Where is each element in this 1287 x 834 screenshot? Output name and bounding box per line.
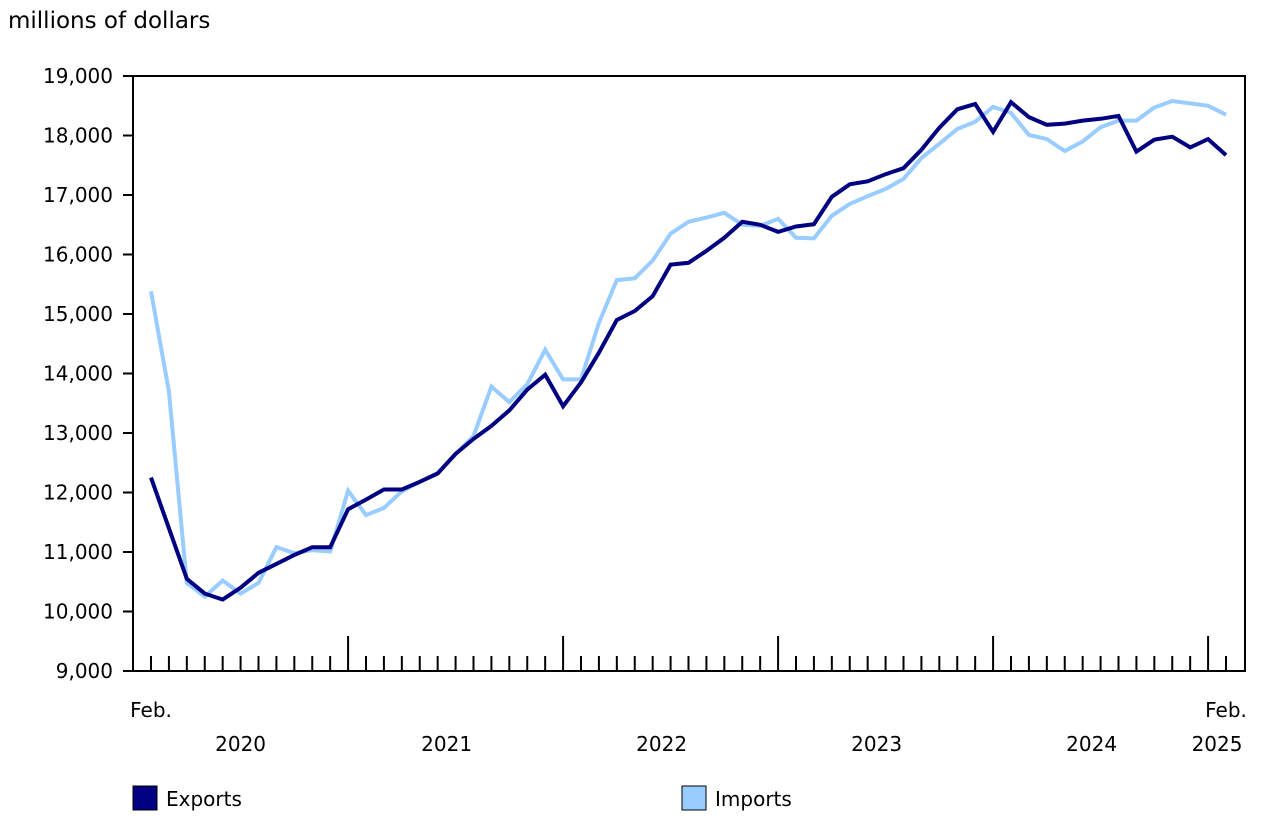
y-tick-label: 14,000 [43, 362, 113, 386]
y-tick-label: 16,000 [43, 243, 113, 267]
year-label: 2023 [851, 732, 902, 756]
x-end-label: Feb. [1205, 698, 1247, 722]
y-tick-label: 10,000 [43, 600, 113, 624]
y-tick-label: 12,000 [43, 481, 113, 505]
year-label: 2025 [1192, 732, 1243, 756]
year-label: 2021 [421, 732, 472, 756]
legend-swatch-exports [132, 785, 158, 811]
y-tick-label: 11,000 [43, 540, 113, 564]
year-label: 2020 [215, 732, 266, 756]
legend-swatch-imports [681, 785, 707, 811]
y-tick-label: 15,000 [43, 302, 113, 326]
y-tick-label: 13,000 [43, 421, 113, 445]
year-label: 2022 [636, 732, 687, 756]
series-line-exports [149, 99, 1228, 602]
year-label: 2024 [1066, 732, 1117, 756]
y-axis-label: millions of dollars [8, 8, 210, 34]
y-tick-label: 9,000 [56, 659, 113, 683]
series-line-imports [149, 98, 1227, 600]
legend-label-imports: Imports [715, 787, 792, 811]
plot-frame [132, 75, 1246, 672]
legend-label-exports: Exports [166, 787, 242, 811]
x-start-label: Feb. [130, 698, 172, 722]
y-tick-label: 19,000 [43, 64, 113, 88]
y-tick-label: 18,000 [43, 124, 113, 148]
y-tick-label: 17,000 [43, 183, 113, 207]
